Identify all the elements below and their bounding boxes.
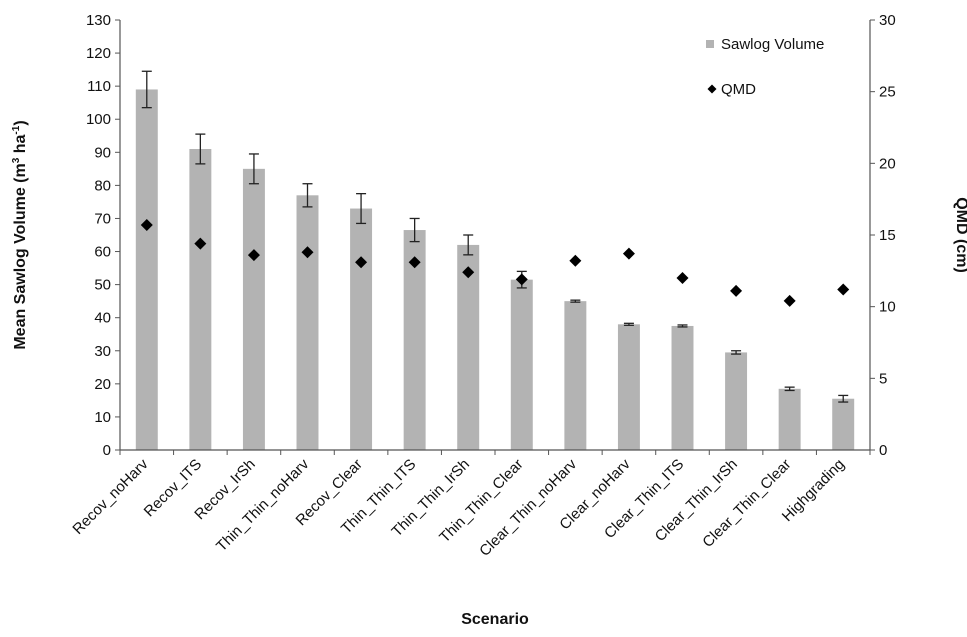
bar [296, 195, 319, 450]
y2-axis-title: QMD (cm) [953, 197, 967, 273]
bar [832, 398, 855, 450]
qmd-point [301, 246, 314, 259]
qmd-point [355, 256, 368, 269]
qmd-point [247, 249, 260, 262]
bar [564, 301, 587, 450]
y-tick-label: 110 [87, 78, 111, 95]
y-tick-label: 40 [94, 310, 111, 327]
y-tick-label: 80 [94, 177, 111, 194]
x-tick-label: Clear_Thin_noHarv [476, 455, 580, 559]
y2-tick-label: 20 [879, 155, 896, 172]
qmd-point [730, 284, 743, 297]
bar [510, 279, 533, 450]
legend: Sawlog Volume QMD [706, 36, 824, 98]
bars-layer [135, 89, 855, 450]
bar [778, 388, 801, 450]
y-tick-label: 50 [94, 277, 111, 294]
bar [350, 208, 373, 450]
y2-tick-label: 25 [879, 84, 896, 101]
bar [725, 352, 748, 450]
y-tick-label: 70 [94, 210, 111, 227]
qmd-point [676, 272, 689, 284]
y-tick-label: 10 [94, 409, 111, 426]
x-axis-title: Scenario [461, 611, 529, 628]
qmd-point [515, 273, 528, 286]
qmd-points-layer [140, 218, 850, 307]
legend-label-sawlog: Sawlog Volume [721, 36, 824, 53]
bar [242, 168, 265, 450]
qmd-point [837, 283, 850, 296]
qmd-point [194, 237, 207, 250]
y-tick-label: 100 [86, 111, 111, 128]
legend-label-qmd: QMD [721, 81, 756, 98]
bar [135, 89, 158, 450]
qmd-point [462, 266, 475, 279]
y-axis-title: Mean Sawlog Volume (m3 ha-1) [11, 120, 29, 349]
y-tick-label: 90 [94, 144, 111, 161]
y2-tick-label: 30 [879, 12, 896, 29]
bar [671, 325, 694, 450]
bar [403, 230, 426, 450]
y2-tick-label: 15 [879, 227, 896, 244]
qmd-point [622, 247, 635, 260]
y2-tick-label: 10 [879, 299, 896, 316]
qmd-point [408, 256, 421, 269]
legend-swatch-sawlog [706, 40, 714, 48]
y-tick-label: 30 [94, 343, 111, 360]
y-tick-label: 0 [103, 442, 111, 459]
bar [457, 244, 480, 450]
legend-marker-qmd [707, 84, 717, 94]
y2-tick-label: 5 [879, 370, 887, 387]
y-tick-label: 120 [86, 45, 111, 62]
qmd-point [140, 218, 153, 231]
qmd-point [783, 294, 796, 307]
x-tick-label: Thin_Thin_noHarv [213, 455, 313, 555]
x-tick-label: Recov_noHarv [69, 455, 152, 538]
bar [189, 149, 212, 450]
qmd-point [569, 254, 582, 267]
y-tick-label: 60 [94, 244, 111, 261]
y-tick-label: 130 [86, 12, 111, 29]
bar [617, 324, 640, 450]
y-tick-label: 20 [94, 376, 111, 393]
y2-tick-label: 0 [879, 442, 887, 459]
